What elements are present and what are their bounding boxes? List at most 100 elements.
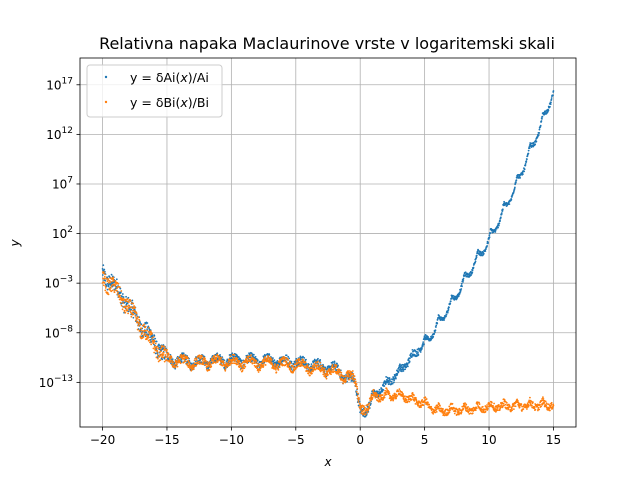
- data-point: [500, 213, 503, 216]
- data-point: [355, 390, 358, 393]
- data-point: [277, 363, 279, 366]
- data-point: [222, 360, 225, 362]
- data-point: [351, 377, 354, 380]
- data-point: [127, 304, 130, 307]
- data-point: [549, 103, 552, 106]
- data-point: [250, 352, 253, 355]
- data-point: [487, 405, 489, 408]
- data-point: [449, 409, 451, 412]
- y-axis-label: y: [8, 239, 22, 248]
- data-point: [140, 327, 143, 330]
- data-point: [501, 208, 504, 211]
- data-point: [552, 94, 554, 97]
- data-point: [528, 147, 531, 150]
- data-point: [404, 395, 406, 398]
- data-point: [496, 409, 499, 412]
- data-point: [484, 250, 487, 252]
- data-point: [379, 400, 382, 403]
- data-point: [413, 399, 416, 402]
- data-point: [363, 411, 365, 414]
- data-point: [164, 354, 167, 356]
- data-point: [388, 377, 391, 380]
- legend-label-bi-var: x: [179, 95, 188, 110]
- data-point: [542, 396, 544, 399]
- data-point: [537, 134, 540, 137]
- data-point: [502, 402, 505, 405]
- data-point: [471, 269, 474, 272]
- data-point: [113, 291, 116, 293]
- data-point: [272, 360, 275, 363]
- data-point: [306, 363, 309, 366]
- grid: [80, 58, 576, 427]
- data-point: [140, 329, 143, 332]
- data-point: [424, 396, 427, 399]
- data-point: [106, 288, 109, 291]
- data-point: [362, 409, 365, 412]
- data-point: [538, 128, 541, 131]
- data-point: [121, 293, 124, 295]
- data-point: [552, 404, 555, 407]
- data-point: [366, 411, 369, 414]
- data-point: [171, 358, 174, 361]
- data-point: [153, 351, 156, 354]
- data-point: [343, 375, 346, 378]
- data-point: [300, 364, 303, 367]
- data-point: [210, 365, 213, 368]
- data-point: [130, 315, 133, 318]
- data-point: [154, 352, 157, 355]
- data-point: [396, 395, 399, 397]
- data-point: [134, 315, 137, 317]
- data-point: [142, 336, 145, 338]
- data-point: [285, 361, 288, 364]
- data-point: [144, 325, 147, 328]
- data-point: [411, 348, 414, 351]
- legend-label-bi: y = δBi(x)/Bi: [130, 95, 209, 110]
- data-point: [439, 405, 441, 407]
- data-point: [146, 322, 149, 324]
- data-point: [317, 364, 320, 366]
- data-point: [153, 339, 156, 342]
- data-point: [231, 352, 234, 355]
- data-point: [382, 388, 385, 391]
- data-point: [135, 312, 138, 315]
- data-point: [192, 363, 195, 366]
- data-point: [322, 369, 324, 372]
- data-point: [520, 410, 523, 412]
- data-point: [436, 322, 439, 325]
- data-point: [290, 360, 293, 363]
- data-point: [465, 403, 468, 406]
- data-point: [142, 324, 145, 327]
- data-point: [144, 322, 147, 325]
- data-point: [542, 398, 545, 400]
- data-point: [356, 395, 359, 397]
- data-point: [450, 297, 453, 300]
- data-point: [524, 163, 527, 165]
- data-point: [167, 353, 170, 356]
- data-point: [259, 369, 262, 372]
- data-point: [286, 357, 289, 360]
- data-point: [347, 374, 350, 377]
- data-point: [359, 409, 362, 411]
- data-point: [254, 355, 257, 358]
- data-point: [166, 348, 168, 351]
- data-point: [169, 361, 172, 363]
- data-point: [174, 363, 176, 366]
- data-point: [229, 355, 232, 357]
- data-point: [409, 357, 411, 360]
- data-point: [302, 355, 304, 358]
- x-tick-label: −20: [90, 433, 115, 447]
- data-point: [201, 355, 203, 358]
- data-point: [137, 316, 140, 319]
- data-point: [395, 397, 398, 400]
- data-point: [283, 360, 285, 363]
- data-point: [178, 358, 181, 361]
- data-point: [532, 142, 535, 145]
- data-point: [161, 358, 164, 361]
- data-point: [164, 348, 167, 351]
- data-point: [421, 347, 423, 349]
- data-point: [361, 404, 364, 407]
- data-point: [126, 305, 128, 308]
- data-point: [159, 354, 162, 357]
- data-point: [174, 366, 177, 369]
- data-point: [122, 299, 125, 302]
